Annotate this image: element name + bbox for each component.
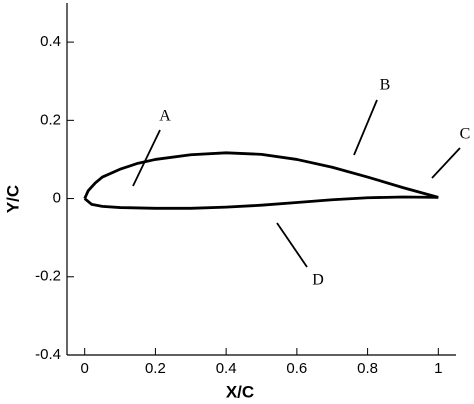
x-tick-label: 0.6 [286, 360, 307, 377]
leader-line [276, 222, 308, 268]
annotation: C [460, 126, 471, 143]
x-tick-label: 0.8 [357, 360, 378, 377]
y-tick-label: 0.4 [40, 33, 61, 50]
x-tick-label: 1 [434, 360, 442, 377]
x-tick-label: 0.4 [216, 360, 237, 377]
y-tick-label: 0.2 [40, 111, 61, 128]
x-tick-label: 0 [81, 360, 89, 377]
airfoil-line [83, 151, 439, 200]
airfoil-line [83, 195, 439, 210]
leader-line [353, 99, 378, 156]
annotation: A [159, 108, 171, 125]
annotation: D [312, 272, 324, 289]
y-tick-label: 0 [53, 190, 61, 207]
x-axis-label: X/C [226, 382, 254, 401]
leader-line [431, 147, 461, 179]
x-tick-label: 0.2 [145, 360, 166, 377]
y-axis-label: Y/C [3, 185, 22, 213]
annotation: B [380, 77, 391, 94]
y-tick-label: -0.2 [35, 268, 61, 285]
leader-line [132, 129, 161, 187]
y-tick-label: -0.4 [35, 346, 61, 363]
